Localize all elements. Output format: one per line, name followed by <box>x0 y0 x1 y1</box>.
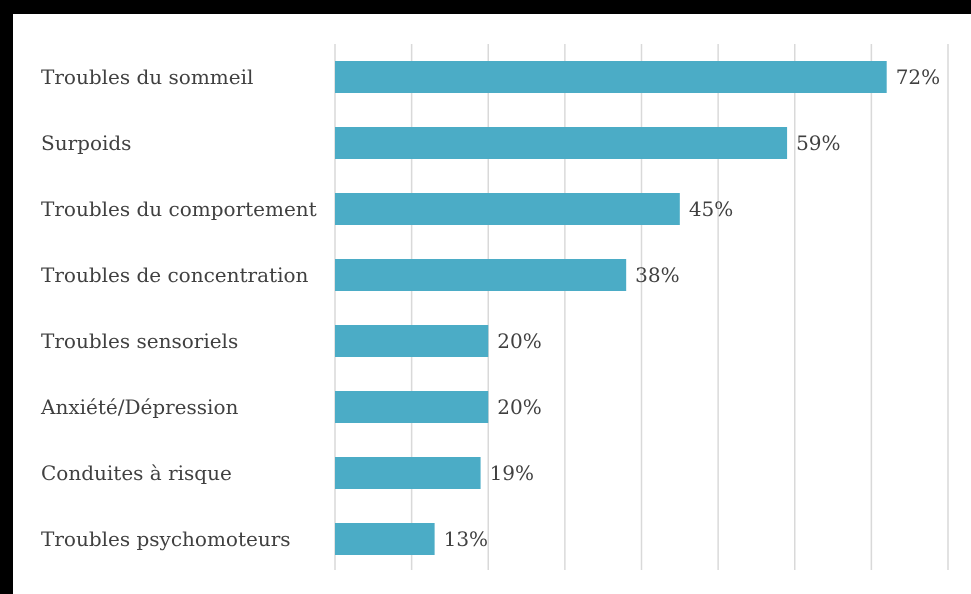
value-label: 19% <box>490 461 534 485</box>
category-label: Troubles du comportement <box>41 197 317 221</box>
value-labels: 72% 59% 45% 38% 20% 20% 19% 13% <box>444 65 941 551</box>
bar <box>335 457 481 489</box>
value-label: 20% <box>497 329 541 353</box>
category-label: Conduites à risque <box>41 461 232 485</box>
bar <box>335 325 489 357</box>
bar-chart: Troubles du sommeil Surpoids Troubles du c… <box>40 44 949 570</box>
bars <box>335 61 887 555</box>
value-label: 45% <box>689 197 733 221</box>
bar <box>335 193 680 225</box>
bar <box>335 127 788 159</box>
value-label: 59% <box>796 131 840 155</box>
bar <box>335 523 435 555</box>
category-label: Troubles psychomoteurs <box>41 527 291 551</box>
bar <box>335 61 887 93</box>
value-label: 20% <box>497 395 541 419</box>
gridlines <box>334 44 949 570</box>
bar <box>335 391 489 423</box>
chart-panel: Troubles du sommeil Surpoids Troubles du c… <box>13 14 971 594</box>
bar <box>335 259 627 291</box>
category-label: Troubles de concentration <box>41 263 309 287</box>
value-label: 13% <box>444 527 488 551</box>
value-label: 72% <box>896 65 940 89</box>
category-labels: Troubles du sommeil Surpoids Troubles du c… <box>40 65 317 551</box>
category-label: Anxiété/Dépression <box>40 395 238 419</box>
value-label: 38% <box>635 263 679 287</box>
category-label: Troubles du sommeil <box>41 65 253 89</box>
category-label: Troubles sensoriels <box>41 329 238 353</box>
category-label: Surpoids <box>41 131 131 155</box>
